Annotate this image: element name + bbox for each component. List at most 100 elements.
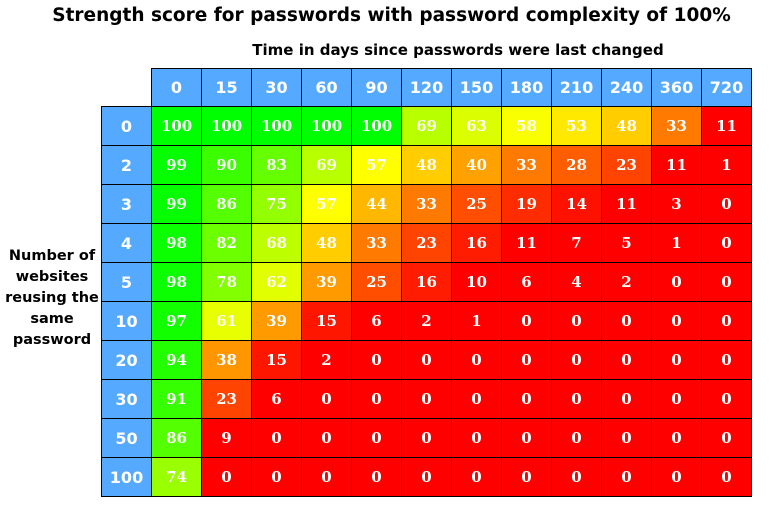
heatmap-cell: 0 <box>651 262 702 302</box>
row-header: 10 <box>101 301 152 341</box>
column-header: 720 <box>701 68 752 107</box>
heatmap-cell: 100 <box>151 106 202 146</box>
heatmap-cell: 6 <box>501 262 552 302</box>
heatmap-cell: 0 <box>351 379 402 419</box>
heatmap-row: 3 99 86 75 57 44 33 25 19 14 11 3 0 <box>101 184 752 224</box>
heatmap-row: 5 98 78 62 39 25 16 10 6 4 2 0 0 <box>101 262 752 302</box>
heatmap-cell: 6 <box>351 301 402 341</box>
column-header: 15 <box>201 68 252 107</box>
heatmap-cell: 33 <box>651 106 702 146</box>
heatmap-cell: 0 <box>651 457 702 497</box>
heatmap-cell: 33 <box>401 184 452 224</box>
heatmap-cell: 63 <box>451 106 502 146</box>
heatmap-cell: 0 <box>551 379 602 419</box>
x-axis-label: Time in days since passwords were last c… <box>252 41 664 59</box>
heatmap-row: 0 100 100 100 100 100 69 63 58 53 48 33 11 <box>101 106 752 146</box>
corner-blank <box>101 68 152 107</box>
heatmap-row: 4 98 82 68 48 33 23 16 11 7 5 1 0 <box>101 223 752 263</box>
heatmap-cell: 11 <box>501 223 552 263</box>
heatmap-cell: 2 <box>601 262 652 302</box>
heatmap-cell: 0 <box>601 457 652 497</box>
heatmap-cell: 10 <box>451 262 502 302</box>
heatmap-cell: 99 <box>151 184 202 224</box>
heatmap-cell: 0 <box>601 340 652 380</box>
heatmap-cell: 98 <box>151 262 202 302</box>
heatmap-cell: 0 <box>651 418 702 458</box>
heatmap-cell: 40 <box>451 145 502 185</box>
heatmap-cell: 7 <box>551 223 602 263</box>
heatmap-cell: 0 <box>651 301 702 341</box>
heatmap-cell: 0 <box>451 340 502 380</box>
heatmap-cell: 75 <box>251 184 302 224</box>
heatmap-cell: 0 <box>701 418 752 458</box>
heatmap-cell: 0 <box>601 379 652 419</box>
heatmap-cell: 0 <box>401 379 452 419</box>
heatmap-cell: 48 <box>601 106 652 146</box>
heatmap-row: 20 94 38 15 2 0 0 0 0 0 0 0 0 <box>101 340 752 380</box>
heatmap-cell: 0 <box>701 379 752 419</box>
heatmap-cell: 0 <box>701 340 752 380</box>
heatmap-cell: 11 <box>601 184 652 224</box>
heatmap-cell: 48 <box>301 223 352 263</box>
row-header: 0 <box>101 106 152 146</box>
heatmap-cell: 61 <box>201 301 252 341</box>
heatmap-cell: 1 <box>451 301 502 341</box>
heatmap-cell: 98 <box>151 223 202 263</box>
heatmap-cell: 5 <box>601 223 652 263</box>
heatmap-cell: 83 <box>251 145 302 185</box>
heatmap-cell: 0 <box>301 457 352 497</box>
heatmap-cell: 11 <box>701 106 752 146</box>
heatmap-cell: 9 <box>201 418 252 458</box>
heatmap-cell: 91 <box>151 379 202 419</box>
heatmap-cell: 57 <box>301 184 352 224</box>
row-header: 5 <box>101 262 152 302</box>
column-header: 120 <box>401 68 452 107</box>
heatmap-cell: 0 <box>601 418 652 458</box>
heatmap-cell: 100 <box>301 106 352 146</box>
heatmap-cell: 28 <box>551 145 602 185</box>
heatmap-cell: 1 <box>701 145 752 185</box>
heatmap-cell: 0 <box>501 301 552 341</box>
row-header: 3 <box>101 184 152 224</box>
row-header: 100 <box>101 457 152 497</box>
heatmap-cell: 74 <box>151 457 202 497</box>
heatmap-row: 10 97 61 39 15 6 2 1 0 0 0 0 0 <box>101 301 752 341</box>
heatmap-cell: 16 <box>401 262 452 302</box>
heatmap-cell: 23 <box>201 379 252 419</box>
heatmap-cell: 0 <box>401 457 452 497</box>
heatmap-cell: 15 <box>301 301 352 341</box>
heatmap-cell: 0 <box>551 457 602 497</box>
heatmap-cell: 100 <box>201 106 252 146</box>
heatmap-cell: 100 <box>251 106 302 146</box>
heatmap-cell: 0 <box>701 301 752 341</box>
column-header: 60 <box>301 68 352 107</box>
heatmap-cell: 48 <box>401 145 452 185</box>
heatmap-cell: 0 <box>501 340 552 380</box>
heatmap-cell: 1 <box>651 223 702 263</box>
column-header: 240 <box>601 68 652 107</box>
heatmap-cell: 0 <box>651 340 702 380</box>
row-header: 30 <box>101 379 152 419</box>
heatmap-cell: 19 <box>501 184 552 224</box>
heatmap-cell: 0 <box>601 301 652 341</box>
heatmap-cell: 94 <box>151 340 202 380</box>
heatmap-cell: 2 <box>301 340 352 380</box>
heatmap-cell: 25 <box>351 262 402 302</box>
heatmap-cell: 0 <box>301 379 352 419</box>
heatmap-cell: 69 <box>401 106 452 146</box>
heatmap-cell: 14 <box>551 184 602 224</box>
column-header: 180 <box>501 68 552 107</box>
heatmap-cell: 0 <box>451 418 502 458</box>
heatmap-cell: 0 <box>701 262 752 302</box>
heatmap-cell: 58 <box>501 106 552 146</box>
heatmap-cell: 23 <box>401 223 452 263</box>
heatmap-cell: 0 <box>401 340 452 380</box>
heatmap-cell: 3 <box>651 184 702 224</box>
column-header: 150 <box>451 68 502 107</box>
heatmap-cell: 39 <box>251 301 302 341</box>
heatmap-table: 0 15 30 60 90 120 150 180 210 240 360 720 0 100 100 100… <box>101 68 752 497</box>
heatmap-row: 100 74 0 0 0 0 0 0 0 0 0 0 0 <box>101 457 752 497</box>
heatmap-cell: 97 <box>151 301 202 341</box>
heatmap-cell: 44 <box>351 184 402 224</box>
heatmap-cell: 82 <box>201 223 252 263</box>
